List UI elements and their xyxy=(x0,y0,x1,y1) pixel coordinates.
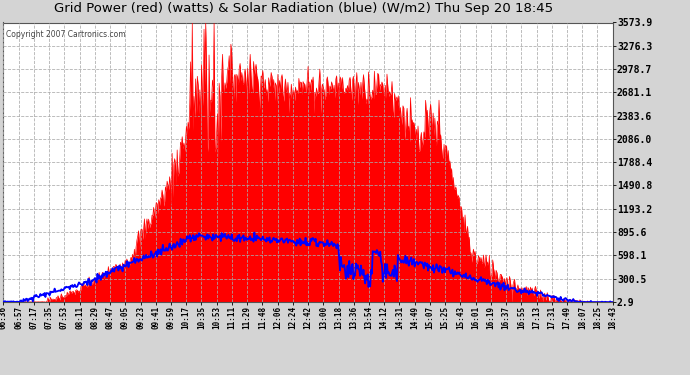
Text: Grid Power (red) (watts) & Solar Radiation (blue) (W/m2) Thu Sep 20 18:45: Grid Power (red) (watts) & Solar Radiati… xyxy=(54,2,553,15)
Text: Copyright 2007 Cartronics.com: Copyright 2007 Cartronics.com xyxy=(6,30,126,39)
